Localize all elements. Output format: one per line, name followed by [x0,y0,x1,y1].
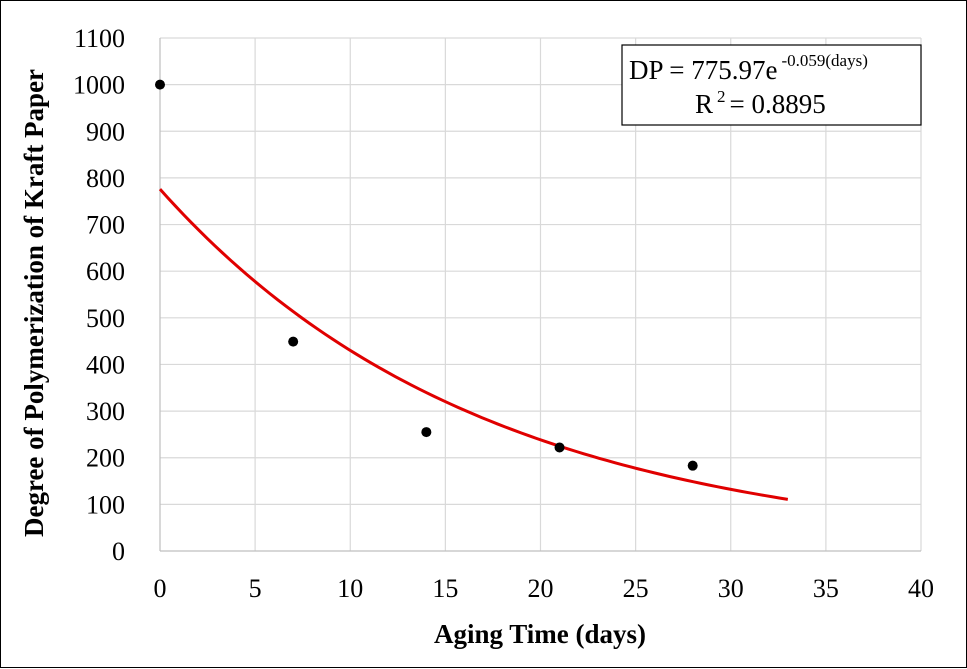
y-tick-label: 800 [86,164,125,193]
x-axis-title: Aging Time (days) [434,619,646,649]
y-tick-label: 1000 [73,71,125,100]
y-tick-label: 300 [86,397,125,426]
r2-value: = 0.8895 [730,89,826,119]
data-points [155,79,698,471]
trendline-equation: DP = 775.97e -0.059(days) [629,51,868,85]
y-tick-label: 1100 [74,24,125,53]
trendline-layer [158,188,789,501]
x-tick-label: 35 [813,574,839,603]
y-axis-title: Degree of Polymerization of Kraft Paper [19,69,49,537]
equation-box-border [621,44,922,126]
y-tick-label: 400 [86,350,125,379]
equation-exponent: -0.059(days) [781,51,867,70]
data-point [687,460,698,471]
r2-prefix: R [695,89,713,119]
gridlines [160,37,922,551]
y-tick-label: 0 [112,537,125,566]
y-tick-label: 500 [86,304,125,333]
y-tick-label: 900 [86,117,125,146]
tick-labels: 0 100 200 300 400 500 600 700 800 900 1000 1100 0 5 10… [73,24,934,603]
data-point [421,427,432,438]
x-tick-label: 30 [718,574,744,603]
x-tick-label: 40 [908,574,934,603]
x-tick-label: 25 [623,574,649,603]
x-tick-label: 15 [432,574,458,603]
equation-prefix: DP = 775.97e [629,55,777,85]
x-tick-label: 10 [337,574,363,603]
x-tick-label: 20 [528,574,554,603]
y-tick-label: 700 [86,211,125,240]
y-tick-label: 100 [86,490,125,519]
axes [159,38,921,552]
exponential-trendline [158,188,789,501]
x-tick-label: 5 [249,574,262,603]
data-point [554,442,565,453]
equation-box: DP = 775.97e -0.059(days) R 2 = 0.8895 [621,44,922,126]
y-tick-label: 600 [86,257,125,286]
data-point [288,336,299,347]
y-tick-label: 200 [86,444,125,473]
r2-exponent: 2 [717,87,726,106]
r-squared: R 2 = 0.8895 [695,87,826,119]
x-tick-label: 0 [154,574,167,603]
data-point [155,79,165,90]
